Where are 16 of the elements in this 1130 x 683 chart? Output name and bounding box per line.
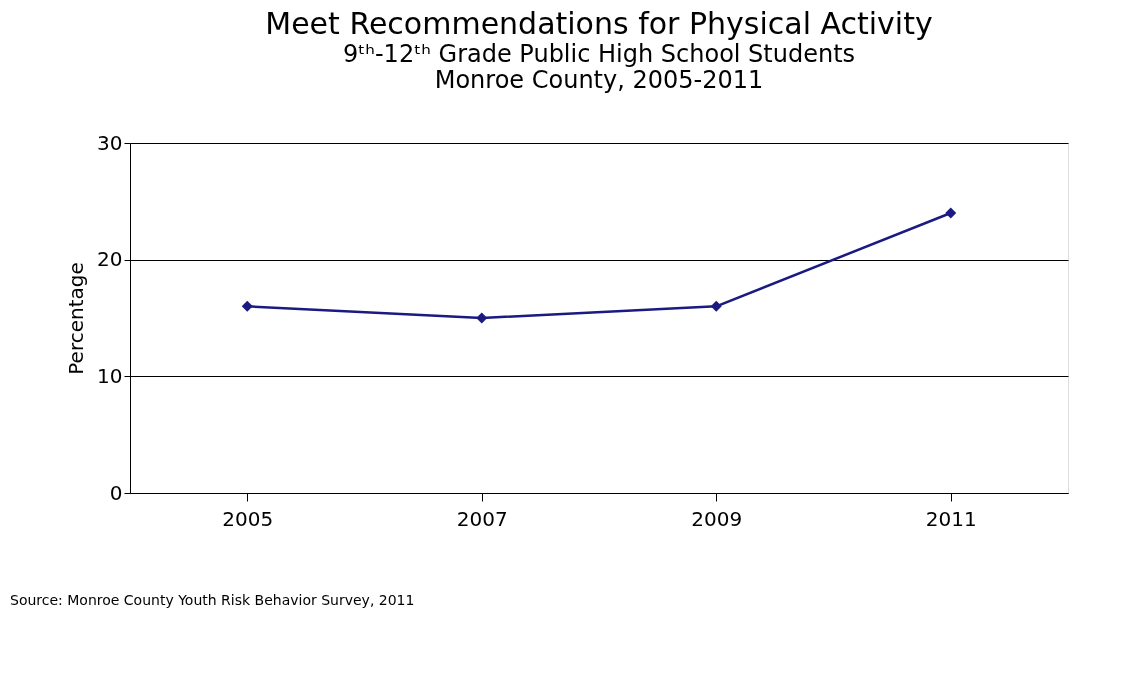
y-axis-title: Percentage (64, 262, 89, 375)
y-tick-label: 20 (97, 247, 123, 272)
point (241, 300, 253, 312)
chart-subtitle: 9ᵗʰ-12ᵗʰ Grade Public High School Students Monroe County, 2005-2011 (342, 40, 856, 94)
x-tick-label: 2009 (691, 506, 743, 531)
x-tick-label: 2007 (456, 506, 508, 531)
y-tick-label: 10 (97, 363, 123, 388)
y-tick-label: 30 (97, 130, 123, 155)
x-tick-label: 2005 (222, 506, 274, 531)
y-tick-label: 0 (109, 480, 123, 505)
x-tick-label: 2011 (925, 506, 977, 531)
chart-title: Meet Recommendations for Physical Activity (265, 6, 933, 41)
point (476, 312, 488, 324)
point (710, 300, 722, 312)
point (945, 207, 957, 219)
source-note: Source: Monroe County Youth Risk Behavior Survey, 2011 (10, 592, 415, 608)
